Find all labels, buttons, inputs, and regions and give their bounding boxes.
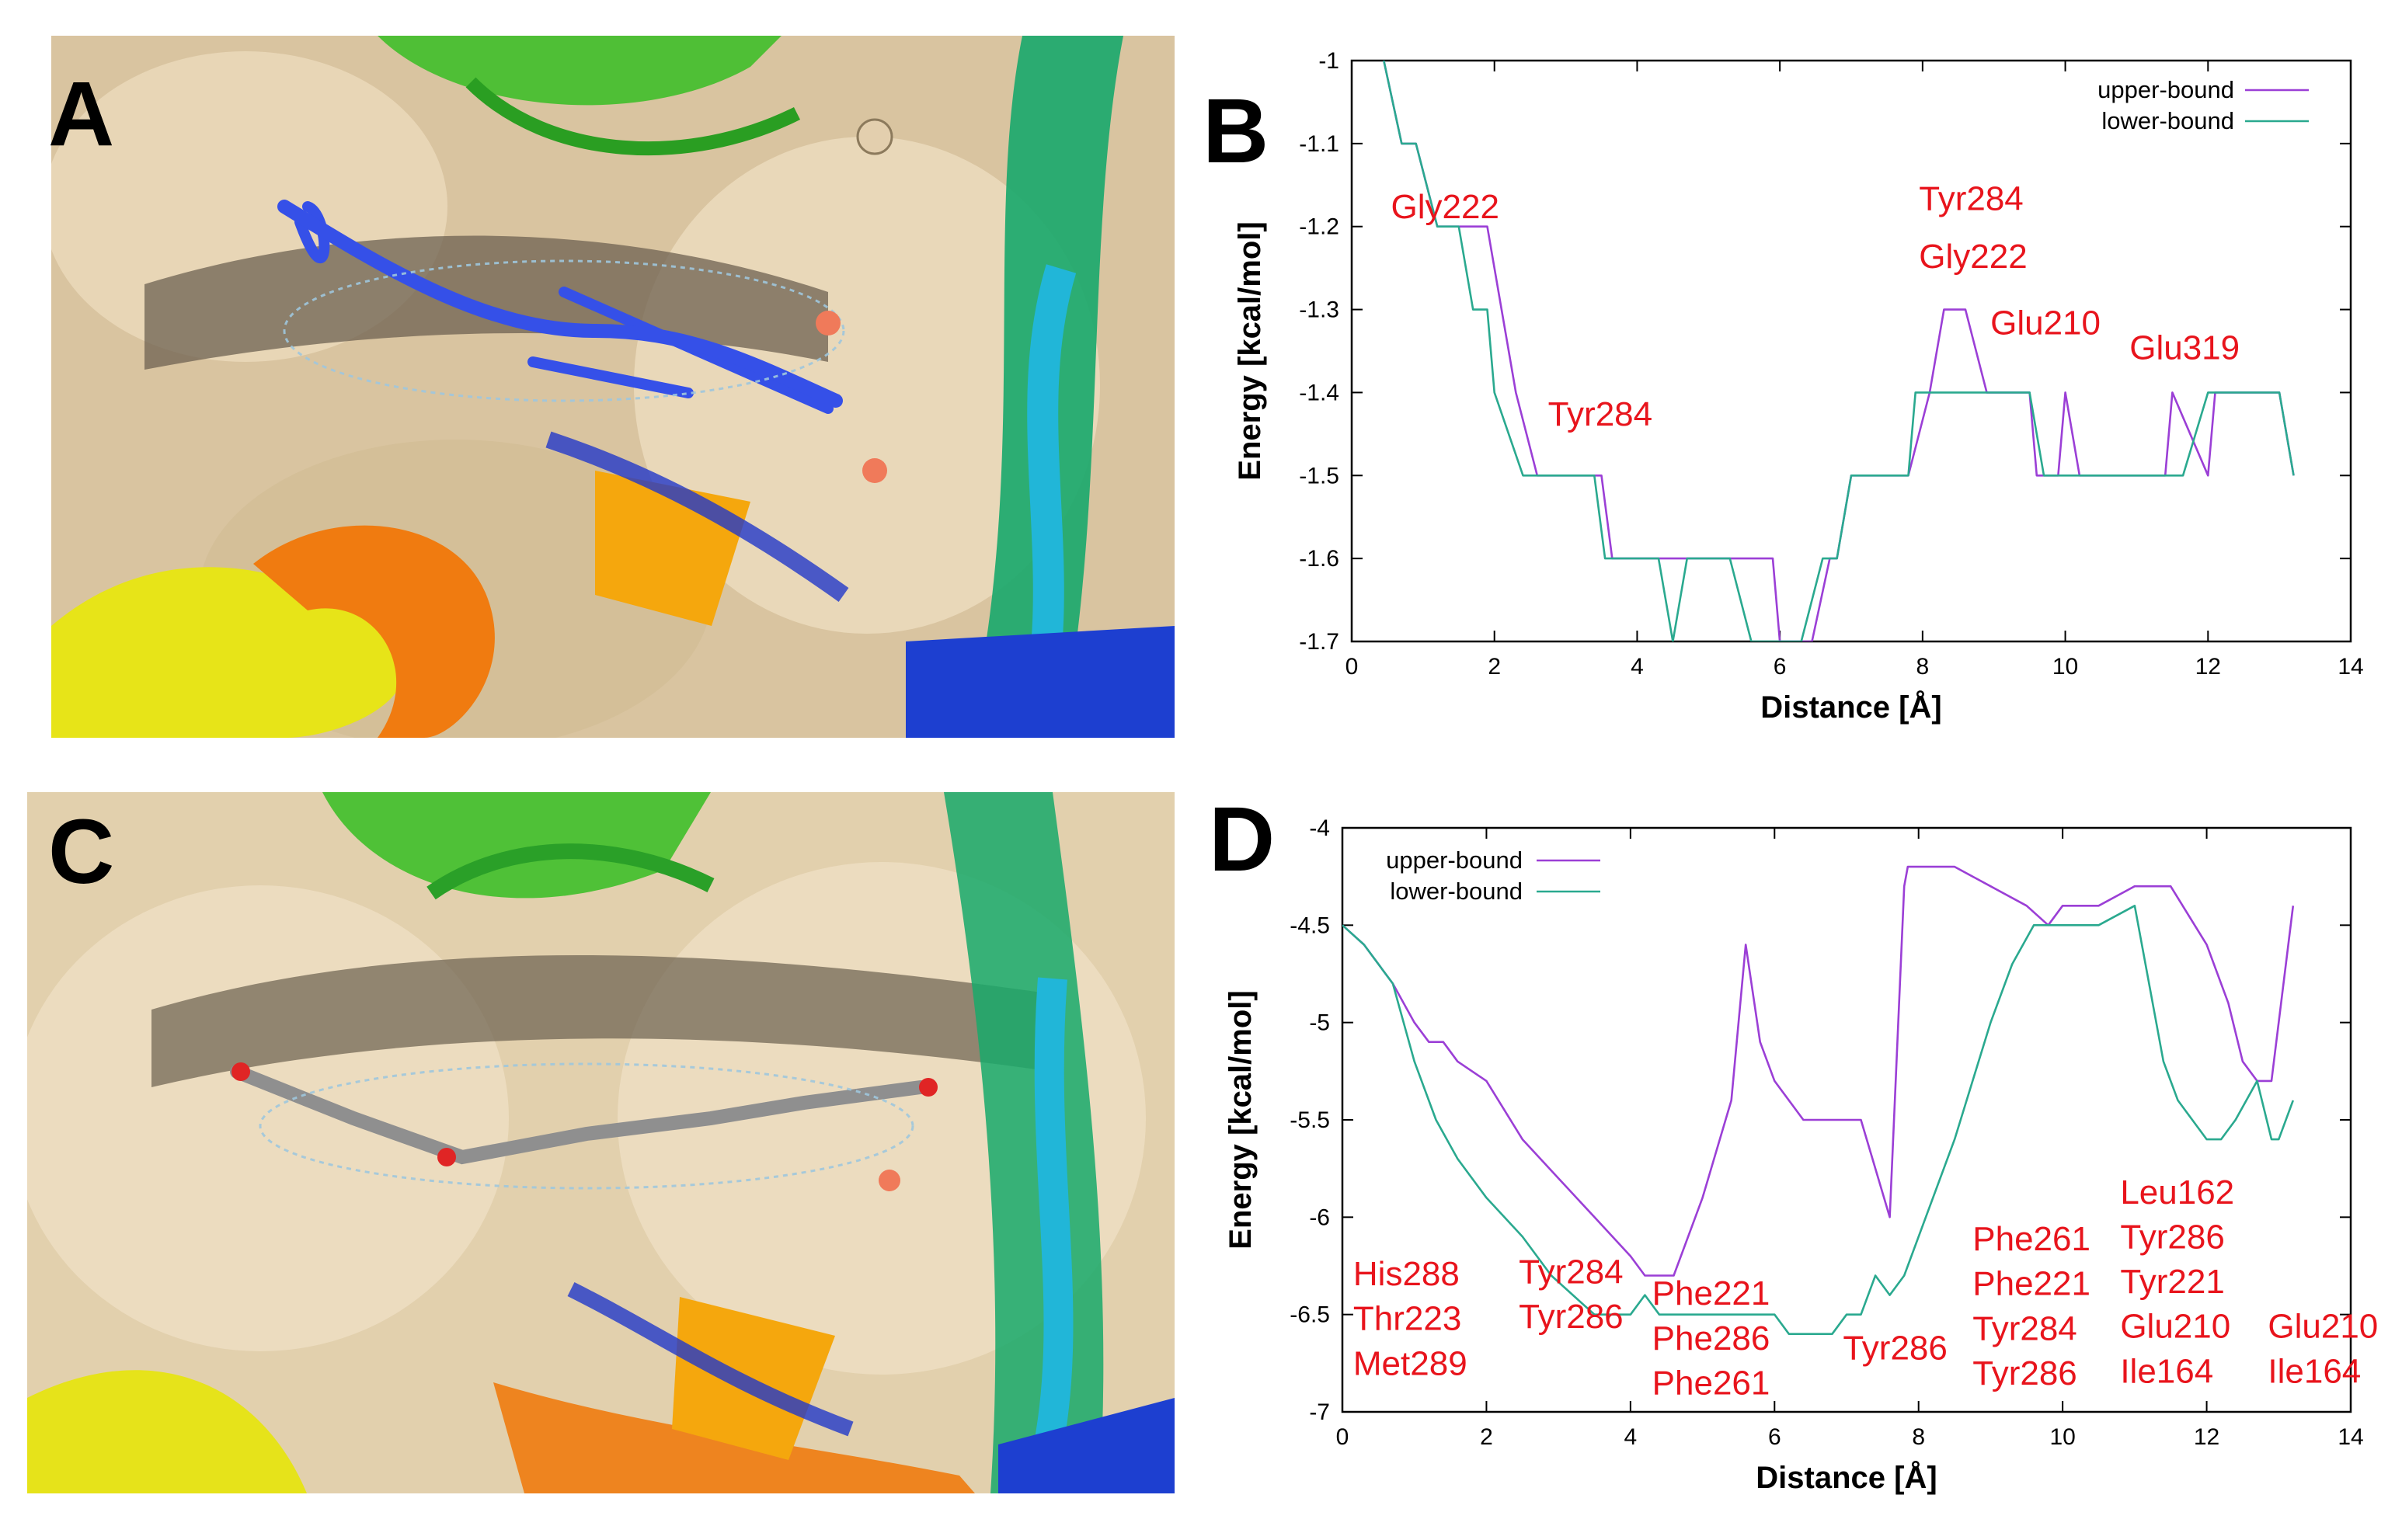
x-tick-label: 8 <box>1912 1424 1925 1450</box>
y-tick-label: -5 <box>1309 1010 1330 1036</box>
x-tick-label: 12 <box>2194 1424 2219 1450</box>
y-tick-label: -4.5 <box>1290 913 1330 938</box>
residue-annotation: Tyr284 <box>1972 1309 2077 1347</box>
x-tick-label: 0 <box>1345 654 1359 680</box>
y-tick-label: -6.5 <box>1290 1302 1330 1328</box>
residue-annotation: Met289 <box>1353 1344 1467 1382</box>
panel-label-b: B <box>1203 80 1269 183</box>
x-tick-label: 6 <box>1768 1424 1781 1450</box>
residue-annotation: Phe286 <box>1652 1319 1770 1357</box>
series-line-lower-bound <box>1383 61 2295 641</box>
y-tick-label: -1.4 <box>1299 380 1339 405</box>
residue-annotation: Phe261 <box>1972 1220 2090 1258</box>
x-tick-label: 14 <box>2338 1424 2363 1450</box>
chart-b: 0 2 4 6 8 10 12 14 -1.7 -1.6 -1.5 -1.4 -1.3 -1.2 -1.1 -… <box>1181 16 2393 761</box>
residue-annotation: Glu210 <box>1990 304 2101 342</box>
series-line-upper-bound <box>1342 865 2295 1277</box>
residue-annotation: Glu319 <box>2129 329 2240 367</box>
y-tick-label: -1.7 <box>1299 629 1339 655</box>
residue-annotation: Tyr284 <box>1519 1253 1624 1291</box>
panel-a-image <box>51 36 1175 738</box>
x-tick-label: 8 <box>1916 654 1930 680</box>
y-tick-label: -4 <box>1309 815 1330 841</box>
panel-label-c: C <box>48 801 115 903</box>
residue-annotation: Tyr221 <box>2120 1263 2225 1301</box>
x-tick-label: 10 <box>2049 1424 2075 1450</box>
x-tick-label: 2 <box>1480 1424 1493 1450</box>
panel-c-image <box>27 792 1175 1493</box>
legend-label: lower-bound <box>2101 107 2234 134</box>
chart-b-svg: 0 2 4 6 8 10 12 14 -1.7 -1.6 -1.5 -1.4 -1.3 -1.2 -1.1 -… <box>1233 48 2364 725</box>
residue-annotation: Phe221 <box>1652 1274 1770 1312</box>
chart-d-svg: 0 2 4 6 8 10 12 14 -7 -6.5 -6 -5.5 -5 -4.5 -4 Distance … <box>1224 815 2378 1495</box>
residue-annotation: Gly222 <box>1919 238 2027 276</box>
y-tick-label: -1 <box>1318 48 1339 74</box>
residue-annotation: Phe261 <box>1652 1364 1770 1402</box>
chart-d: 0 2 4 6 8 10 12 14 -7 -6.5 -6 -5.5 -5 -4.5 -4 Distance … <box>1181 777 2393 1538</box>
y-tick-label: -7 <box>1309 1399 1330 1425</box>
residue-annotation: Tyr286 <box>1519 1298 1624 1336</box>
residue-annotation: His288 <box>1353 1255 1460 1293</box>
residue-annotation: Tyr286 <box>2120 1218 2225 1256</box>
y-tick-label: -1.3 <box>1299 297 1339 323</box>
series-line-lower-bound <box>1342 905 2295 1336</box>
legend-label: upper-bound <box>1386 846 1523 874</box>
y-tick-label: -1.6 <box>1299 546 1339 572</box>
residue-annotation: Tyr284 <box>1919 179 2024 217</box>
y-tick-label: -1.5 <box>1299 463 1339 488</box>
residue-annotation: Ile164 <box>2120 1352 2213 1390</box>
residue-annotation: Thr223 <box>1353 1300 1461 1338</box>
residue-annotation: Gly222 <box>1391 188 1499 226</box>
x-axis-title: Distance [Å] <box>1756 1460 1937 1495</box>
residue-annotation: Tyr286 <box>1843 1329 1948 1367</box>
x-axis-title: Distance [Å] <box>1760 690 1941 725</box>
legend-label: lower-bound <box>1390 878 1523 905</box>
x-tick-label: 14 <box>2338 654 2363 680</box>
x-tick-label: 0 <box>1336 1424 1349 1450</box>
residue-annotation: Glu210 <box>2268 1308 2378 1346</box>
panel-label-a: A <box>48 63 115 165</box>
y-axis-title: Energy [kcal/mol] <box>1233 221 1267 480</box>
residue-annotation: Phe221 <box>1972 1265 2090 1303</box>
protein-surface-a <box>51 36 1175 738</box>
x-tick-label: 2 <box>1488 654 1501 680</box>
legend-label: upper-bound <box>2097 76 2234 103</box>
residue-annotation: Tyr286 <box>1972 1354 2077 1392</box>
protein-surface-c <box>27 792 1175 1493</box>
y-tick-label: -1.1 <box>1299 131 1339 157</box>
y-axis-title: Energy [kcal/mol] <box>1224 990 1258 1249</box>
y-tick-label: -1.2 <box>1299 214 1339 240</box>
x-tick-label: 12 <box>2195 654 2221 680</box>
panel-label-d: D <box>1209 788 1276 891</box>
y-tick-label: -6 <box>1309 1205 1330 1230</box>
x-tick-label: 6 <box>1774 654 1787 680</box>
x-tick-label: 10 <box>2052 654 2078 680</box>
residue-annotation: Glu210 <box>2120 1308 2230 1346</box>
residue-annotation: Leu162 <box>2120 1173 2234 1211</box>
residue-annotation: Tyr284 <box>1548 395 1653 433</box>
residue-annotation: Ile164 <box>2268 1352 2361 1390</box>
x-tick-label: 4 <box>1631 654 1644 680</box>
y-tick-label: -5.5 <box>1290 1107 1330 1133</box>
plot-frame <box>1350 59 2352 643</box>
x-tick-label: 4 <box>1624 1424 1638 1450</box>
